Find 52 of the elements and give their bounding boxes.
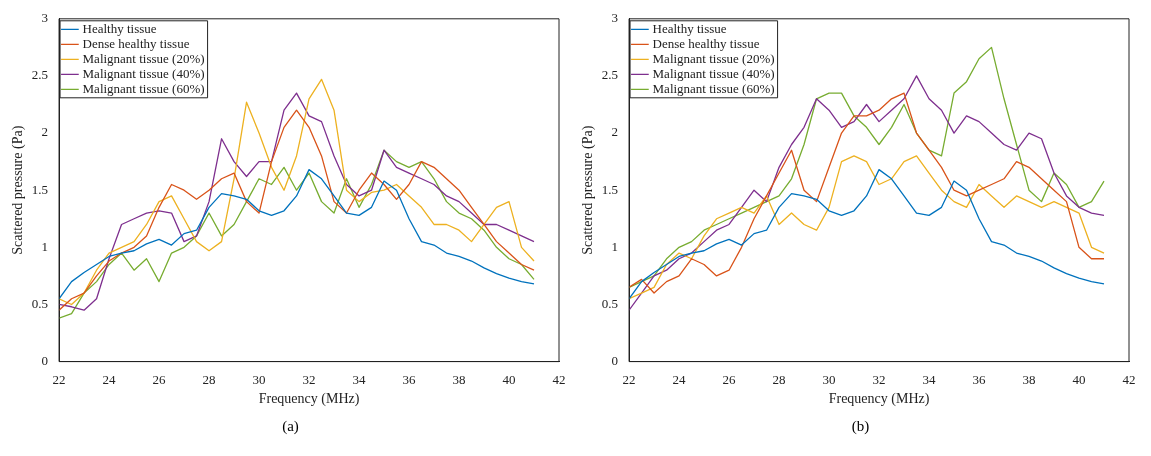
y-tick-label: 0 [611,353,619,369]
legend-label: Malignant tissue (20%) [652,50,775,66]
y-axis-title: Scattered pressure (Pa) [10,125,27,255]
y-tick-label: 2.5 [601,67,619,83]
y-tick-label: 1.5 [601,181,619,197]
legend-label: Malignant tissue (20%) [82,50,205,66]
y-tick-label: 2 [611,124,619,140]
x-tick-label: 40 [502,371,516,387]
y-tick-label: 0 [41,353,49,369]
x-tick-label: 24 [102,371,117,387]
y-tick-label: 1 [41,238,49,254]
x-tick-label: 26 [152,371,167,387]
legend-label: Malignant tissue (60%) [82,80,205,96]
y-axis-title: Scattered pressure (Pa) [580,125,597,255]
x-tick-label: 32 [872,371,886,387]
x-tick-label: 26 [722,371,737,387]
x-tick-label: 30 [822,371,836,387]
x-tick-label: 38 [1022,371,1036,387]
x-tick-label: 28 [202,371,216,387]
x-tick-label: 42 [552,371,566,387]
x-tick-label: 36 [402,371,417,387]
text: (a) [281,418,300,435]
legend-label: Malignant tissue (60%) [652,80,775,96]
legend-label: Healthy tissue [82,20,157,36]
legend-label: Dense healthy tissue [82,35,190,51]
x-tick-label: 32 [302,371,316,387]
x-axis-title: Frequency (MHz) [258,391,360,408]
x-tick-label: 40 [1072,371,1086,387]
y-tick-label: 1 [611,238,619,254]
x-tick-label: 36 [972,371,987,387]
x-axis-title: Frequency (MHz) [828,391,930,408]
legend-label: Malignant tissue (40%) [82,65,205,81]
x-tick-label: 28 [772,371,786,387]
y-tick-label: 2 [41,124,49,140]
y-tick-label: 2.5 [31,67,49,83]
x-tick-label: 30 [252,371,266,387]
y-tick-label: 1.5 [31,181,49,197]
x-tick-label: 34 [352,371,367,387]
text: (b) [850,418,871,435]
legend-label: Malignant tissue (40%) [652,65,775,81]
x-tick-label: 22 [52,371,66,387]
y-tick-label: 0.5 [31,295,49,311]
x-tick-label: 24 [672,371,687,387]
legend-label: Healthy tissue [652,20,727,36]
y-tick-label: 0.5 [601,295,619,311]
x-tick-label: 34 [922,371,937,387]
x-tick-label: 38 [452,371,466,387]
legend-label: Dense healthy tissue [652,35,760,51]
x-tick-label: 22 [622,371,636,387]
y-tick-label: 3 [41,10,49,26]
x-tick-label: 42 [1122,371,1136,387]
y-tick-label: 3 [611,10,619,26]
